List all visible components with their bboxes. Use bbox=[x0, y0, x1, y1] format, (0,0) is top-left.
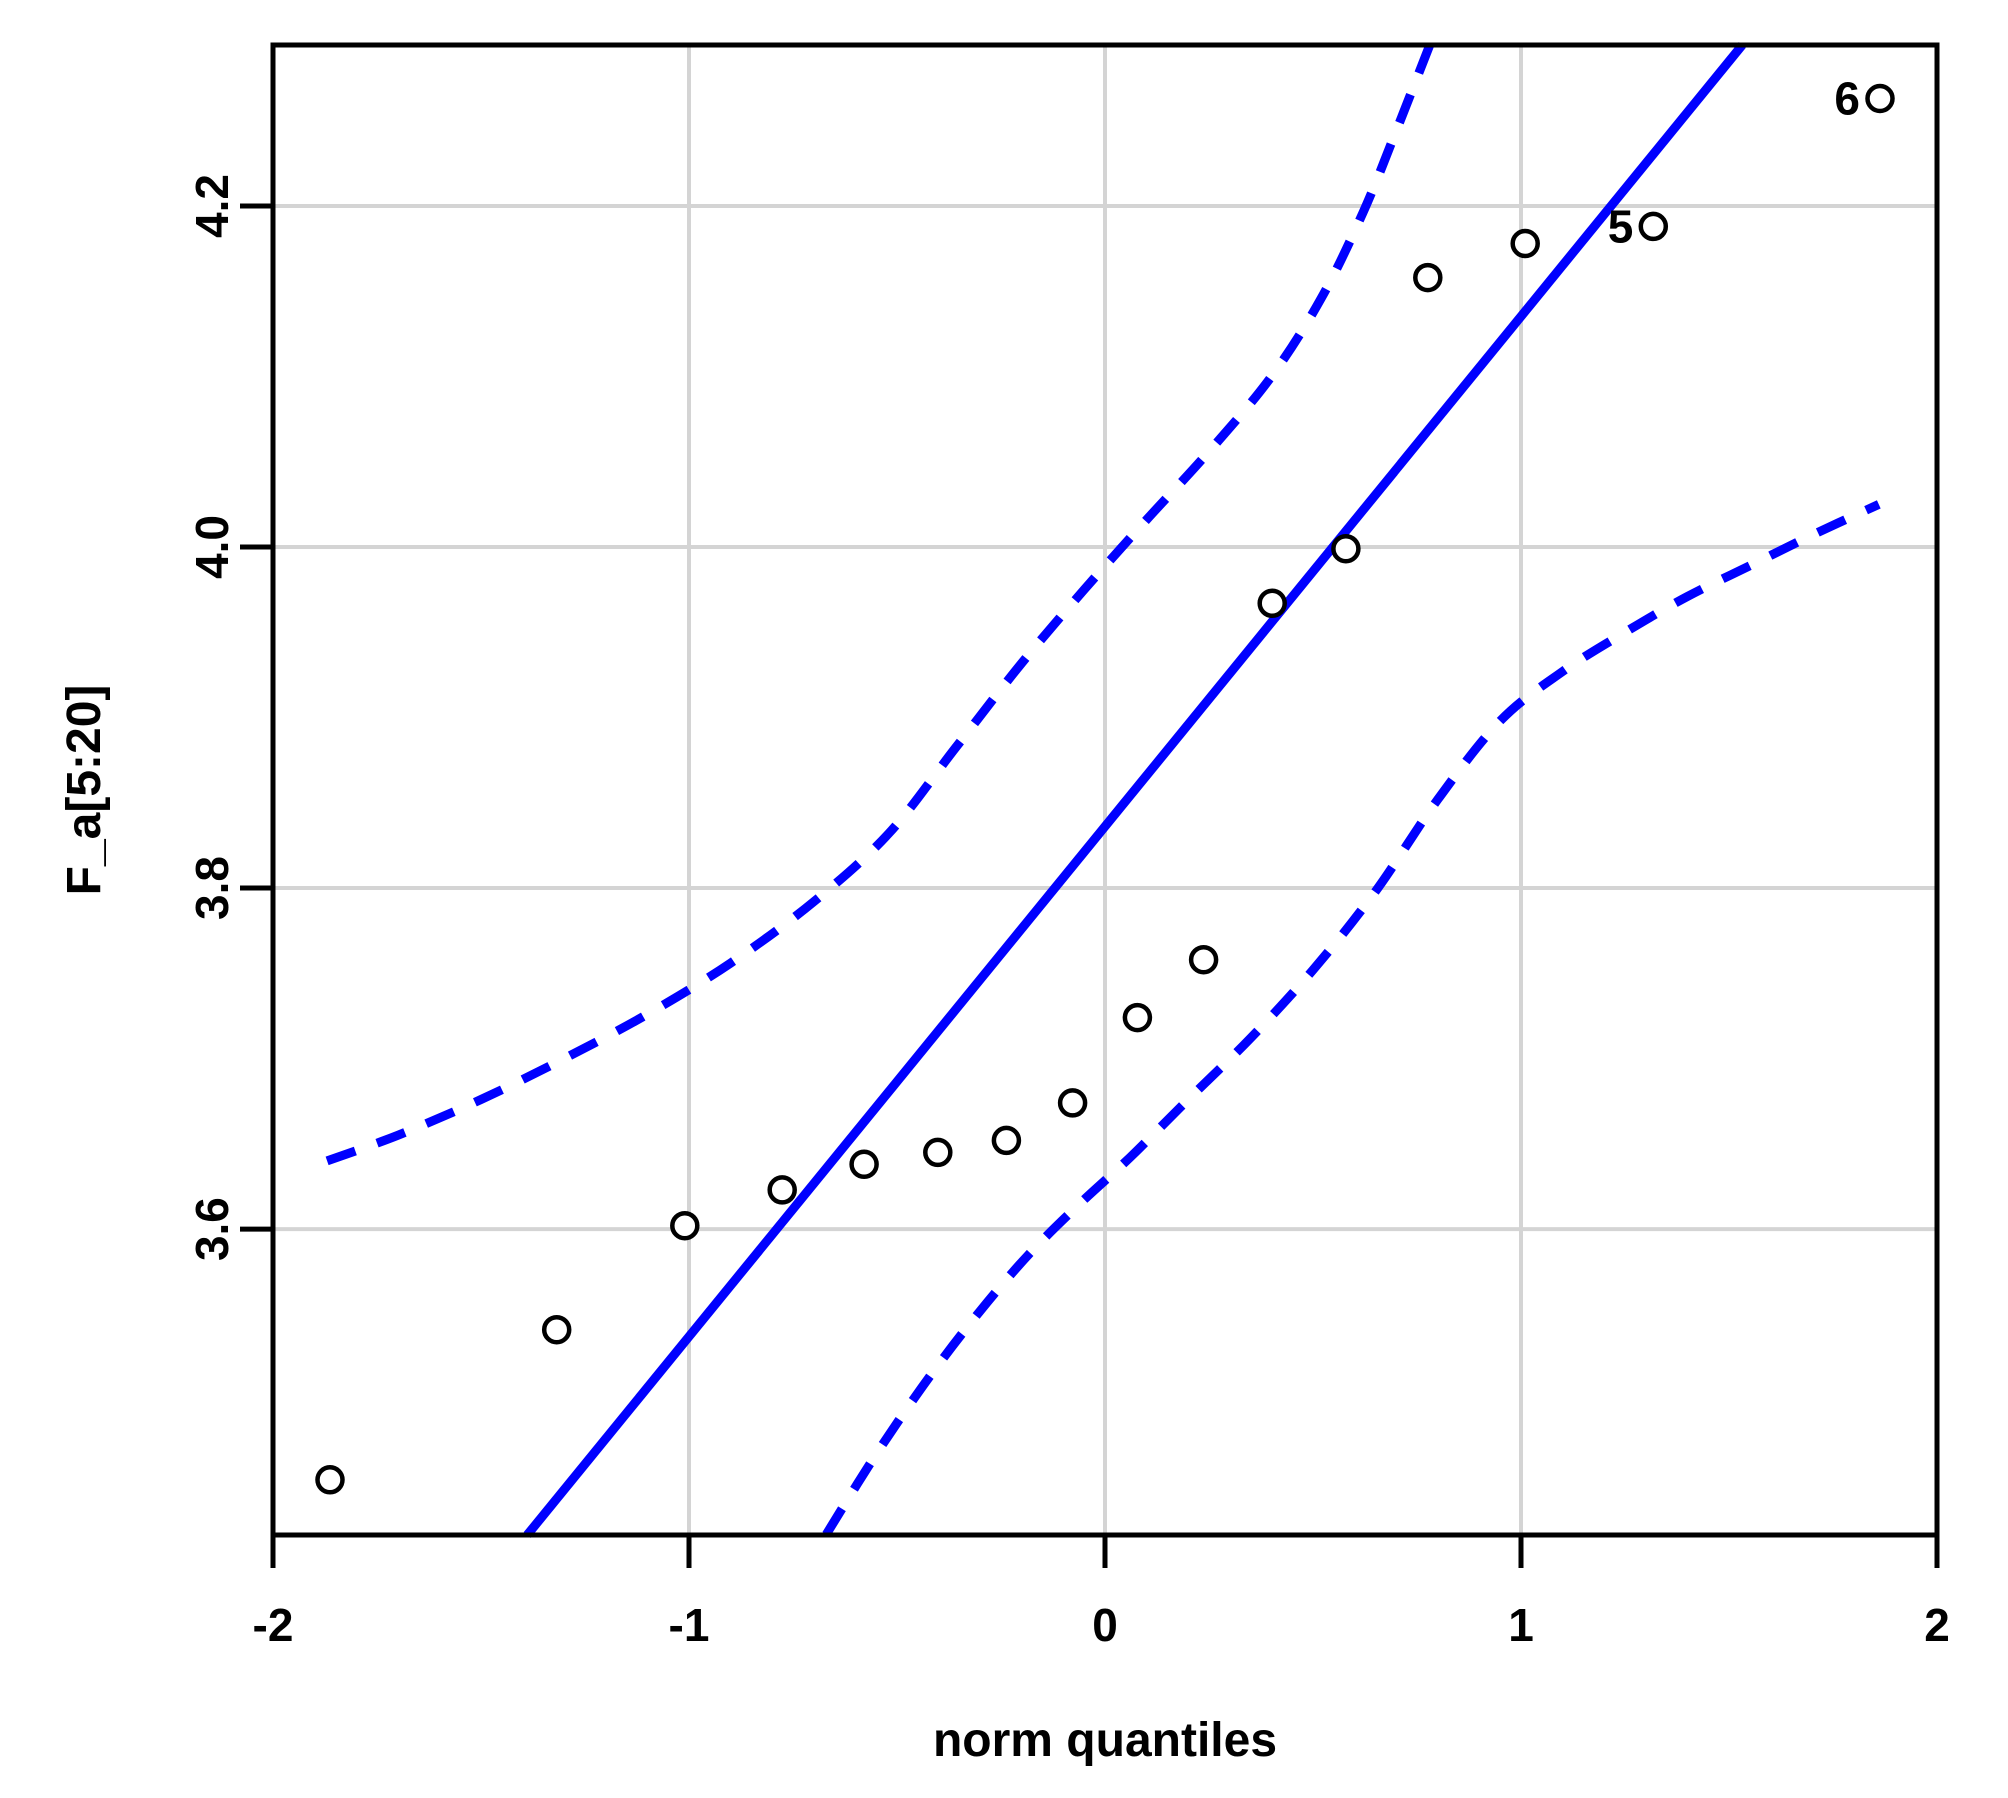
y-axis: 3.6 3.8 4.0 4.2 bbox=[186, 174, 273, 1261]
point-label: 6 bbox=[1834, 73, 1860, 125]
data-points bbox=[315, 83, 1895, 1495]
data-point bbox=[1865, 83, 1895, 114]
data-point bbox=[1057, 1088, 1088, 1118]
data-point bbox=[767, 1175, 797, 1205]
data-point bbox=[541, 1314, 572, 1345]
data-point bbox=[849, 1149, 879, 1180]
x-tick-label: 0 bbox=[1092, 1599, 1118, 1651]
gridlines bbox=[271, 45, 1939, 1535]
data-point bbox=[1413, 262, 1443, 293]
y-tick-label: 4.2 bbox=[186, 174, 238, 238]
x-axis-title: norm quantiles bbox=[933, 1714, 1277, 1767]
x-tick-label: 1 bbox=[1508, 1599, 1534, 1651]
y-tick-label: 4.0 bbox=[186, 515, 238, 579]
point-label: 5 bbox=[1608, 200, 1634, 252]
y-tick-label: 3.6 bbox=[186, 1197, 238, 1261]
data-point bbox=[1257, 588, 1287, 619]
x-tick-label: -2 bbox=[253, 1599, 294, 1651]
data-point bbox=[1638, 211, 1669, 242]
y-axis-title: F_a[5:20] bbox=[58, 685, 111, 896]
x-tick-label: -1 bbox=[669, 1599, 710, 1651]
qq-reference-line bbox=[523, 42, 1746, 1538]
lower-envelope-curve bbox=[822, 500, 1881, 1537]
upper-envelope-curve bbox=[325, 44, 1434, 1166]
data-point bbox=[991, 1125, 1022, 1156]
x-tick-label: 2 bbox=[1924, 1599, 1950, 1651]
data-point bbox=[670, 1210, 700, 1241]
data-point bbox=[1188, 944, 1219, 975]
data-point bbox=[315, 1465, 345, 1495]
y-tick-label: 3.8 bbox=[186, 856, 238, 920]
qq-line bbox=[523, 42, 1746, 1538]
data-point bbox=[1122, 1002, 1153, 1033]
x-axis: -2 -1 0 1 2 bbox=[253, 1535, 1950, 1651]
data-point bbox=[923, 1137, 953, 1168]
data-point bbox=[1331, 533, 1361, 564]
confidence-envelope-dashed-curves bbox=[325, 44, 1881, 1537]
outlier-point-labels: 56 bbox=[1608, 73, 1860, 253]
data-point bbox=[1510, 228, 1540, 259]
